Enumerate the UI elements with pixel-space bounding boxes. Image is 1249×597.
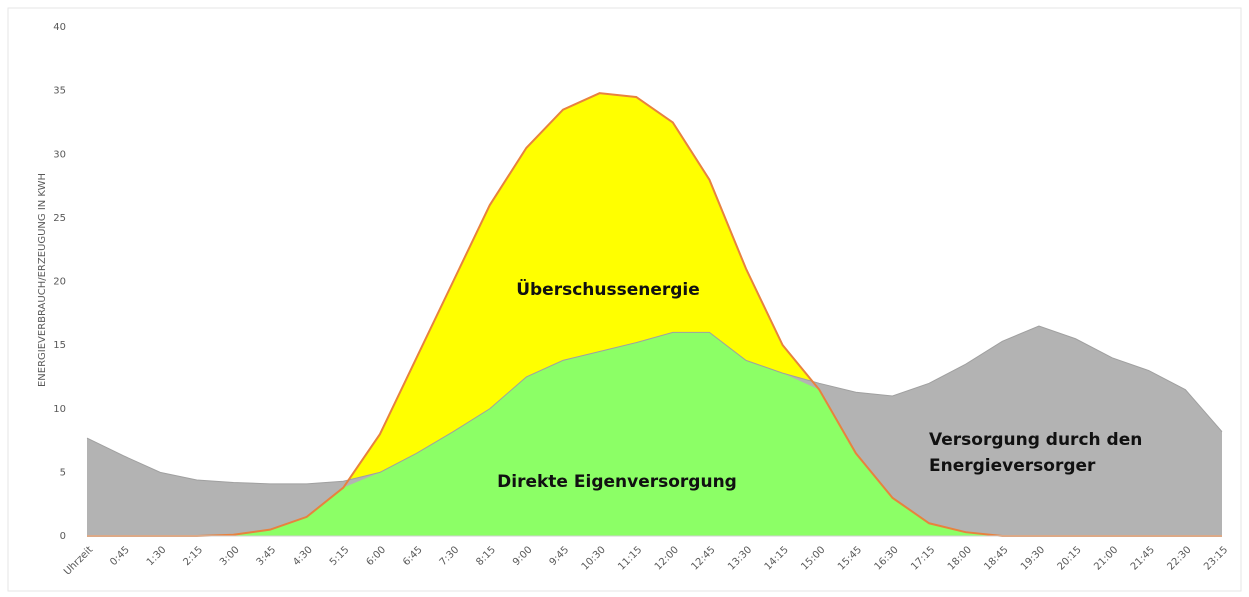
x-tick-label: 12:45 xyxy=(689,544,717,572)
annotation: Direkte Eigenversorgung xyxy=(497,472,737,492)
x-tick-label: 19:30 xyxy=(1019,544,1047,572)
x-tick-label: 6:00 xyxy=(364,544,388,568)
frame xyxy=(7,7,1242,592)
x-tick-label: 17:15 xyxy=(909,544,937,572)
overlap-area xyxy=(87,332,1222,536)
y-tick-label: 0 xyxy=(60,531,66,542)
production-area xyxy=(87,93,1222,537)
y-tick-label: 5 xyxy=(60,467,66,478)
x-tick-label: 0:45 xyxy=(108,544,132,568)
x-tick-label: 18:00 xyxy=(946,544,974,572)
x-tick-label: 9:45 xyxy=(548,544,572,568)
y-tick-label: 15 xyxy=(53,340,66,351)
x-tick-label: 12:00 xyxy=(653,544,681,572)
x-tick-label: 6:45 xyxy=(401,544,425,568)
x-tick-label: 18:45 xyxy=(982,544,1010,572)
y-tick-label: 20 xyxy=(53,277,66,288)
x-tick-label: 4:30 xyxy=(291,544,315,568)
annotation: Energieversorger xyxy=(929,456,1096,476)
x-tick-label: 7:30 xyxy=(438,544,462,568)
y-tick-label: 10 xyxy=(53,404,66,415)
y-tick-label: 25 xyxy=(53,213,66,224)
y-tick-label: 30 xyxy=(53,149,66,160)
y-axis-label: ENERGIEVERBRAUCH/ERZEUGUNG IN KWH xyxy=(37,173,48,387)
x-tick-label: 21:45 xyxy=(1129,544,1157,572)
y-tick-label: 35 xyxy=(53,86,66,97)
x-tick-label: 9:00 xyxy=(511,544,535,568)
x-tick-label: 20:15 xyxy=(1056,544,1084,572)
annotation: Versorgung durch den xyxy=(929,430,1142,450)
consumption-line xyxy=(86,325,1223,485)
x-tick-label: 21:00 xyxy=(1092,544,1120,572)
x-tick-label: 5:15 xyxy=(328,544,352,568)
x-tick-label: 23:15 xyxy=(1202,544,1230,572)
x-tick-label: 13:30 xyxy=(726,544,754,572)
x-tick-label: 3:00 xyxy=(218,544,242,568)
x-tick-label: 1:30 xyxy=(145,544,169,568)
x-tick-label: 16:30 xyxy=(873,544,901,572)
x-tick-label: 8:15 xyxy=(474,544,498,568)
x-tick-label: 15:45 xyxy=(836,544,864,572)
x-tick-label: 10:30 xyxy=(580,544,608,572)
x-tick-label: 22:30 xyxy=(1165,544,1193,572)
y-tick-label: 40 xyxy=(53,22,66,33)
x-tick-label: 3:45 xyxy=(255,544,279,568)
annotation: Überschussenergie xyxy=(516,278,700,300)
x-tick-label: 2:15 xyxy=(181,544,205,568)
x-tick-label: 14:15 xyxy=(763,544,791,572)
x-tick-label: Uhrzeit xyxy=(62,544,95,577)
x-tick-label: 15:00 xyxy=(799,544,827,572)
x-tick-label: 11:15 xyxy=(616,544,644,572)
